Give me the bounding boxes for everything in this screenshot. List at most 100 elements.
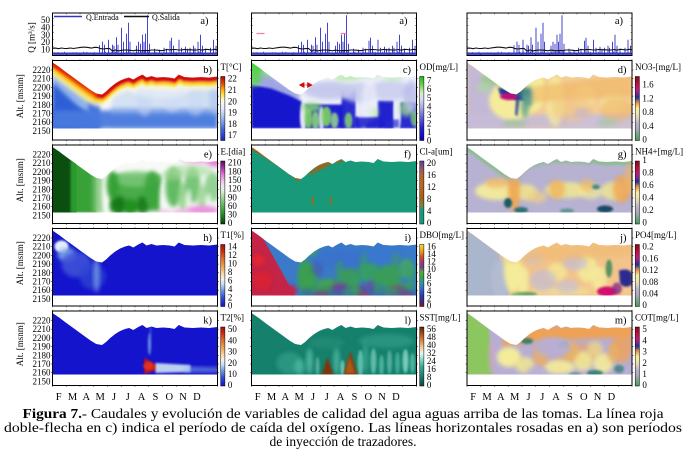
svg-text:16: 16 [427,170,437,180]
svg-text:0.4: 0.4 [642,193,654,203]
svg-text:2160: 2160 [33,368,52,378]
svg-text:D: D [608,392,616,403]
svg-text:8: 8 [228,267,233,277]
svg-text:14: 14 [228,242,238,252]
svg-text:0.6: 0.6 [642,180,654,190]
svg-text:T2[%]: T2[%] [221,313,245,323]
svg-text:O: O [580,392,588,403]
svg-text:30: 30 [228,210,238,220]
svg-text:M: M [295,392,305,403]
svg-text:DBO[mg/L]: DBO[mg/L] [420,230,465,240]
svg-text:N: N [378,392,386,403]
svg-text:3: 3 [427,110,432,120]
svg-text:5: 5 [427,93,432,103]
svg-text:2210: 2210 [33,242,52,252]
svg-text:A: A [497,392,505,403]
svg-text:20: 20 [41,37,51,47]
svg-text:2190: 2190 [33,176,52,186]
svg-text:J: J [325,392,329,403]
svg-text:Figura 7.- Caudales y evolució: Figura 7. - Caudales y evolución de varia… [23,406,664,421]
svg-text:PO4[mg/L]: PO4[mg/L] [635,230,677,240]
svg-text:a): a) [615,16,624,27]
svg-text:A: A [138,392,146,403]
svg-text:10: 10 [427,264,437,274]
svg-text:20: 20 [228,358,238,368]
svg-text:1: 1 [427,127,432,137]
svg-text:0: 0 [228,301,233,311]
svg-text:D: D [392,392,400,403]
svg-text:g): g) [618,150,627,161]
svg-text:4: 4 [642,335,647,345]
svg-text:a): a) [399,16,408,27]
svg-text:40: 40 [41,22,51,32]
svg-text:20: 20 [427,158,437,168]
svg-text:2220: 2220 [33,233,52,243]
svg-text:6: 6 [427,84,432,94]
svg-text:J: J [540,392,544,403]
svg-text:12: 12 [228,250,237,260]
svg-text:S: S [567,392,573,403]
svg-text:0.04: 0.04 [642,289,658,299]
svg-text:0: 0 [228,218,233,228]
svg-text:1.2: 1.2 [642,94,653,104]
svg-text:J: J [311,392,315,403]
svg-text:J: J [526,392,530,403]
svg-text:19: 19 [228,108,238,118]
svg-text:F: F [56,392,62,403]
svg-text:40: 40 [427,340,437,350]
svg-text:E.[día]: E.[día] [221,147,246,157]
svg-text:2160: 2160 [33,285,52,295]
svg-text:12: 12 [427,182,436,192]
svg-text:Cl-a[um]: Cl-a[um] [420,147,453,157]
svg-text:0: 0 [427,135,432,145]
svg-text:2190: 2190 [33,91,52,101]
svg-text:2200: 2200 [33,250,52,260]
svg-text:0.16: 0.16 [642,253,658,263]
svg-text:S: S [152,392,158,403]
svg-text:m): m) [615,316,627,327]
svg-text:Q.Entrada: Q.Entrada [86,13,119,22]
svg-text:A: A [552,392,560,403]
svg-text:16: 16 [427,242,437,252]
svg-text:j): j) [619,233,627,244]
svg-text:1: 1 [642,155,647,165]
svg-text:N: N [179,392,187,403]
svg-text:6: 6 [427,279,432,289]
svg-text:2180: 2180 [33,184,52,194]
svg-text:D: D [193,392,201,403]
svg-text:F: F [470,392,476,403]
svg-text:2150: 2150 [33,294,52,304]
svg-text:2: 2 [427,118,432,128]
svg-text:doble-flecha en c) indica el p: doble-flecha en c) indica el período de … [4,420,682,435]
svg-text:32: 32 [427,348,436,358]
svg-text:Q [m³/s]: Q [m³/s] [27,22,37,52]
svg-text:Alt. [msnm]: Alt. [msnm] [15,158,25,202]
svg-text:4: 4 [427,101,432,111]
svg-text:10: 10 [228,259,238,269]
svg-text:2160: 2160 [33,117,52,127]
svg-text:2210: 2210 [33,158,52,168]
svg-text:0: 0 [642,218,647,228]
svg-text:T1[%]: T1[%] [221,230,245,240]
svg-text:0.2: 0.2 [642,205,653,215]
svg-text:2150: 2150 [33,126,52,136]
svg-text:4: 4 [228,284,233,294]
svg-text:0.8: 0.8 [642,107,654,117]
svg-text:Alt. [msnm]: Alt. [msnm] [15,74,25,118]
svg-text:M: M [510,392,520,403]
svg-text:2200: 2200 [33,82,52,92]
svg-text:0: 0 [642,380,647,390]
svg-text:0: 0 [642,300,647,310]
svg-text:2200: 2200 [33,167,52,177]
svg-text:2220: 2220 [33,316,52,326]
svg-text:SST[mg/L]: SST[mg/L] [420,313,461,323]
svg-text:M: M [68,392,78,403]
svg-text:T[°C]: T[°C] [221,62,242,72]
svg-text:21: 21 [228,85,237,95]
svg-text:2200: 2200 [33,333,52,343]
svg-text:210: 210 [228,158,242,168]
svg-text:4: 4 [427,286,432,296]
svg-text:50: 50 [41,15,51,25]
svg-text:10: 10 [41,45,51,55]
svg-text:2170: 2170 [33,193,52,203]
